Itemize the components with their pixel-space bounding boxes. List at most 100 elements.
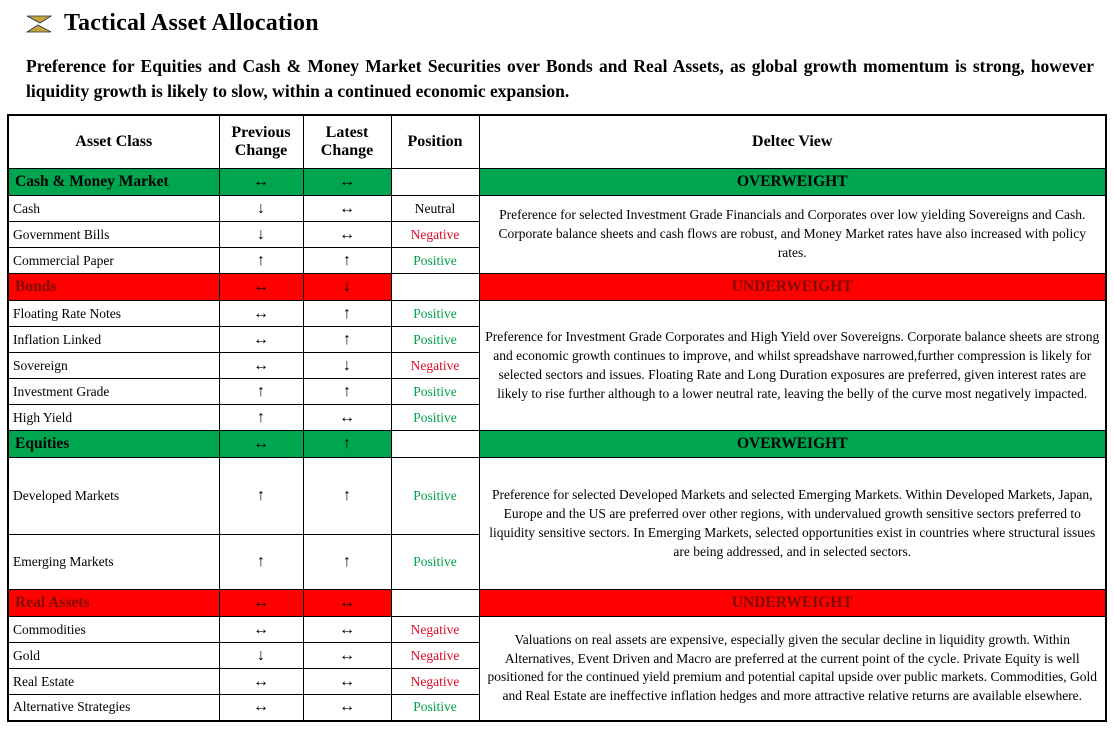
section-name: Bonds (7, 273, 220, 302)
latest-change-cell: ↑ (302, 326, 392, 354)
asset-class-cell: Gold (7, 642, 220, 670)
table-row: Floating Rate Notes ↔ ↑ Positive Prefere… (7, 300, 1107, 432)
latest-change-cell: ↑ (302, 430, 392, 459)
title-row: Tactical Asset Allocation (25, 10, 1100, 37)
latest-change-cell: ↔ (302, 404, 392, 432)
section-row-equities: Equities ↔ ↑ OVERWEIGHT (7, 430, 1107, 459)
previous-change-cell: ↑ (218, 404, 304, 432)
section-row-cash-money-market: Cash & Money Market ↔ ↔ OVERWEIGHT (7, 168, 1107, 197)
asset-class-cell: Developed Markets (7, 457, 220, 536)
table-header-row: Asset Class Previous Change Latest Chang… (7, 114, 1107, 170)
asset-class-cell: Cash (7, 195, 220, 223)
previous-change-cell: ↔ (218, 326, 304, 354)
previous-change-cell: ↑ (218, 378, 304, 406)
previous-change-cell: ↔ (218, 694, 304, 722)
section-row-bonds: Bonds ↔ ↓ UNDERWEIGHT (7, 273, 1107, 302)
position-cell: Negative (390, 352, 480, 380)
table-row: Real Estate ↔ ↔ Negative (7, 668, 1106, 696)
page-header: Tactical Asset Allocation Preference for… (0, 0, 1114, 104)
previous-change-cell: ↔ (218, 168, 304, 197)
col-header-previous-change: Previous Change (218, 114, 304, 170)
position-cell: Negative (390, 642, 480, 670)
table-row: Investment Grade ↑ ↑ Positive (7, 378, 1106, 406)
section-name: Real Assets (7, 589, 220, 618)
previous-change-cell: ↔ (218, 300, 304, 328)
position-cell: Positive (390, 247, 480, 275)
table-row: Government Bills ↓ ↔ Negative (7, 221, 1106, 249)
asset-class-cell: Real Estate (7, 668, 220, 696)
section-name: Equities (7, 430, 220, 459)
summary-statement: Preference for Equities and Cash & Money… (26, 56, 1094, 101)
position-cell: Positive (390, 404, 480, 432)
col-header-deltec-view: Deltec View (478, 114, 1107, 170)
position-cell: Neutral (390, 195, 480, 223)
tactical-asset-allocation-table: Asset Class Previous Change Latest Chang… (7, 113, 1107, 722)
asset-class-cell: Inflation Linked (7, 326, 220, 354)
position-cell-empty (390, 168, 480, 197)
col-header-asset-class: Asset Class (7, 114, 220, 170)
page-title: Tactical Asset Allocation (64, 10, 319, 36)
previous-change-cell: ↓ (218, 221, 304, 249)
position-cell: Positive (390, 326, 480, 354)
latest-change-cell: ↑ (302, 378, 392, 406)
asset-class-cell: Floating Rate Notes (7, 300, 220, 328)
position-cell: Positive (390, 300, 480, 328)
latest-change-cell: ↓ (302, 352, 392, 380)
previous-change-cell: ↔ (218, 273, 304, 302)
section-name: Cash & Money Market (7, 168, 220, 197)
deltec-view-cell: Preference for selected Investment Grade… (478, 195, 1107, 275)
previous-change-cell: ↓ (218, 195, 304, 223)
deltec-view-cell: Valuations on real assets are expensive,… (478, 616, 1107, 722)
asset-class-cell: Sovereign (7, 352, 220, 380)
latest-change-cell: ↔ (302, 616, 392, 644)
latest-change-cell: ↑ (302, 457, 392, 536)
position-cell: Positive (390, 694, 480, 722)
table-row: Emerging Markets ↑ ↑ Positive (7, 534, 1106, 591)
latest-change-cell: ↓ (302, 273, 392, 302)
weight-badge: UNDERWEIGHT (478, 273, 1107, 302)
latest-change-cell: ↔ (302, 668, 392, 696)
latest-change-cell: ↑ (302, 534, 392, 591)
latest-change-cell: ↔ (302, 195, 392, 223)
position-cell: Positive (390, 457, 480, 536)
weight-badge: OVERWEIGHT (478, 430, 1107, 459)
table-row: Cash ↓ ↔ Neutral Preference for selected… (7, 195, 1107, 275)
position-cell: Negative (390, 668, 480, 696)
asset-class-cell: Alternative Strategies (7, 694, 220, 722)
latest-change-cell: ↔ (302, 168, 392, 197)
deltec-view-cell: Preference for selected Developed Market… (478, 457, 1107, 591)
previous-change-cell: ↔ (218, 430, 304, 459)
previous-change-cell: ↔ (218, 616, 304, 644)
position-cell: Negative (390, 616, 480, 644)
table-row: High Yield ↑ ↔ Positive (7, 404, 1106, 432)
position-cell: Positive (390, 534, 480, 591)
latest-change-cell: ↔ (302, 589, 392, 618)
previous-change-cell: ↑ (218, 247, 304, 275)
position-cell-empty (390, 589, 480, 618)
latest-change-cell: ↔ (302, 642, 392, 670)
previous-change-cell: ↔ (218, 589, 304, 618)
position-cell: Positive (390, 378, 480, 406)
previous-change-cell: ↔ (218, 352, 304, 380)
position-cell: Negative (390, 221, 480, 249)
weight-badge: OVERWEIGHT (478, 168, 1107, 197)
col-header-latest-change: Latest Change (302, 114, 392, 170)
previous-change-cell: ↓ (218, 642, 304, 670)
latest-change-cell: ↔ (302, 694, 392, 722)
deltec-logo-icon (25, 13, 53, 35)
section-row-real-assets: Real Assets ↔ ↔ UNDERWEIGHT (7, 589, 1107, 618)
table-row: Developed Markets ↑ ↑ Positive Preferenc… (7, 457, 1107, 591)
latest-change-cell: ↔ (302, 221, 392, 249)
col-header-position: Position (390, 114, 480, 170)
asset-class-cell: Emerging Markets (7, 534, 220, 591)
asset-class-cell: Investment Grade (7, 378, 220, 406)
table-row: Alternative Strategies ↔ ↔ Positive (7, 694, 1106, 722)
position-cell-empty (390, 430, 480, 459)
latest-change-cell: ↑ (302, 300, 392, 328)
asset-class-cell: Government Bills (7, 221, 220, 249)
previous-change-cell: ↔ (218, 668, 304, 696)
deltec-view-cell: Preference for Investment Grade Corporat… (478, 300, 1107, 432)
asset-class-cell: High Yield (7, 404, 220, 432)
table-row: Commodities ↔ ↔ Negative Valuations on r… (7, 616, 1107, 722)
position-cell-empty (390, 273, 480, 302)
